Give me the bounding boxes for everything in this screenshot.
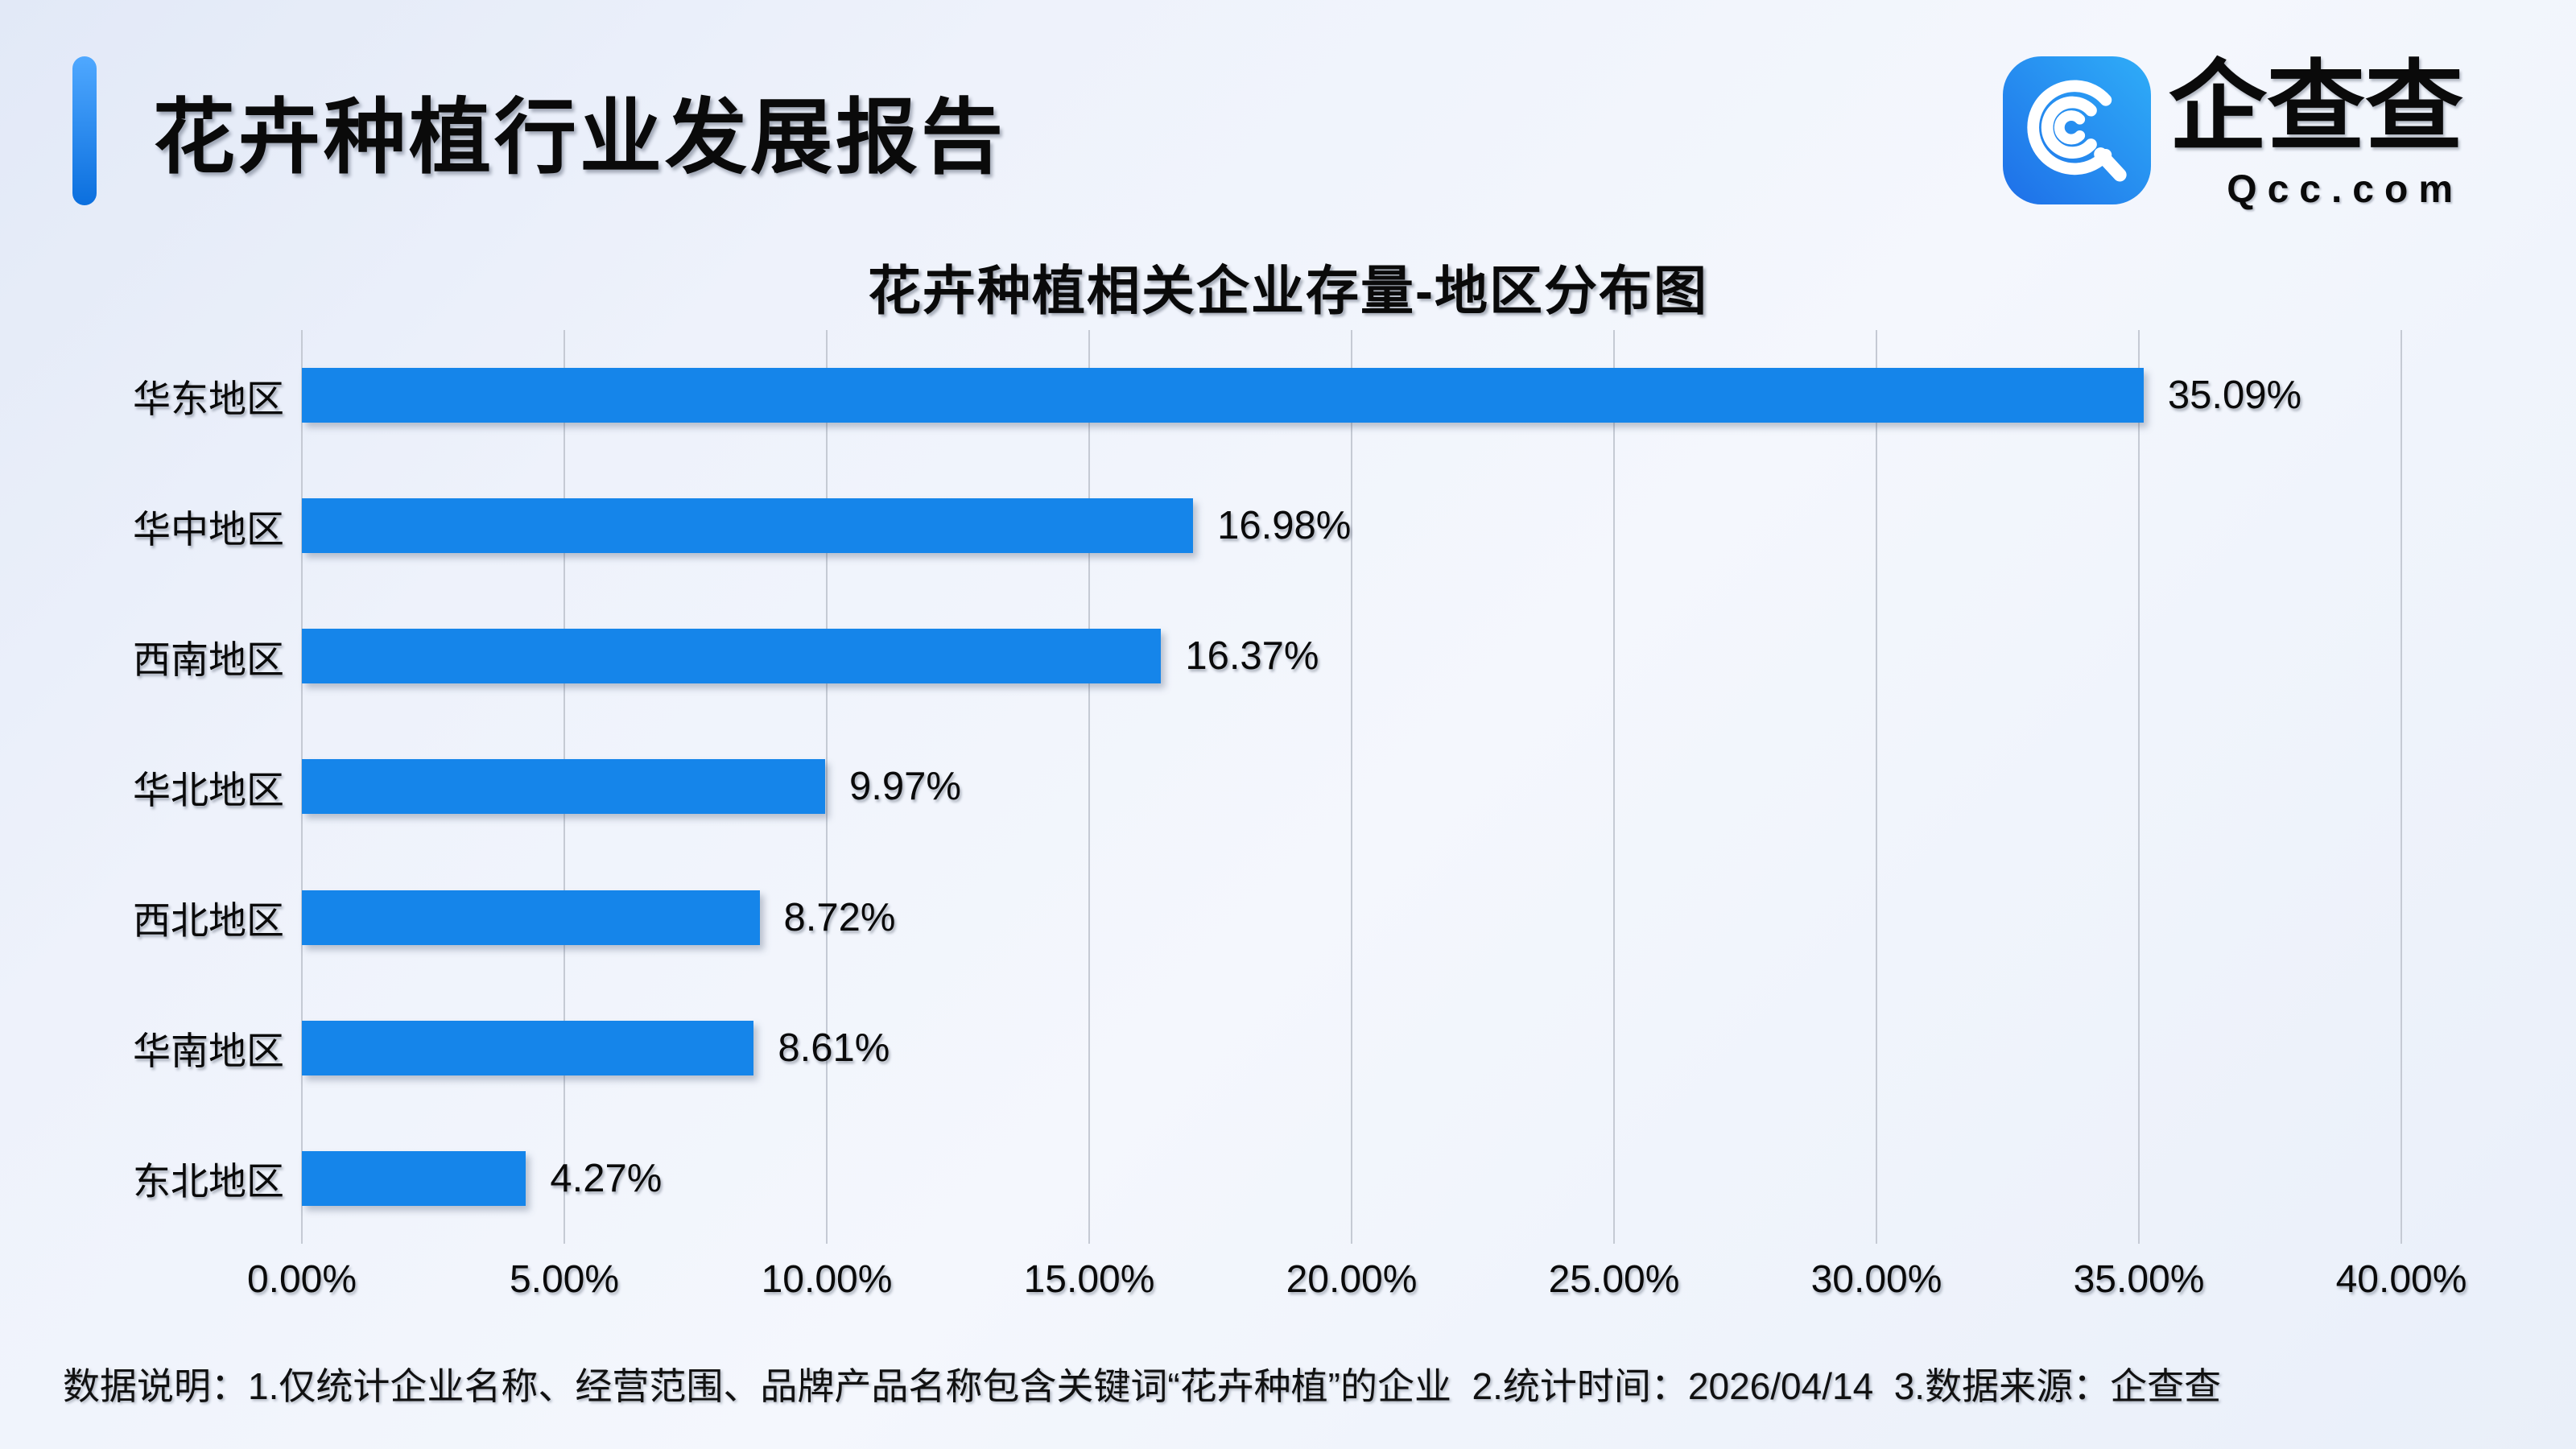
header: 花卉种植行业发展报告 xyxy=(72,56,1006,205)
x-tick-label: 20.00% xyxy=(1286,1258,1418,1301)
x-axis: 0.00% 5.00% 10.00% 15.00% 20.00% 25.00% 30.00%… xyxy=(247,1257,2467,1314)
page-title: 花卉种植行业发展报告 xyxy=(153,92,1006,184)
category-label: 华中地区 xyxy=(133,507,284,551)
bar-row: 9.97% xyxy=(302,721,2401,852)
value-label: 35.09% xyxy=(2167,374,2302,418)
value-label: 16.37% xyxy=(1185,634,1319,679)
bar-row: 35.09% xyxy=(302,330,2401,460)
x-tick-label: 10.00% xyxy=(761,1258,893,1301)
value-label: 8.61% xyxy=(778,1026,890,1070)
gridline xyxy=(1088,330,1090,1244)
category-label: 西北地区 xyxy=(133,899,284,943)
bar-row: 16.98% xyxy=(302,460,2401,591)
bar xyxy=(302,890,760,945)
gridline xyxy=(1351,330,1352,1244)
category-label: 华南地区 xyxy=(133,1030,284,1073)
bar-row: 4.27% xyxy=(302,1113,2401,1244)
value-label: 9.97% xyxy=(849,765,961,809)
bar xyxy=(302,368,2144,423)
x-tick-label: 15.00% xyxy=(1023,1258,1155,1301)
bar-chart: 华东地区华中地区西南地区华北地区西北地区华南地区东北地区 35.09% 16.98… xyxy=(97,330,2402,1244)
gridline xyxy=(2401,330,2402,1244)
category-label: 东北地区 xyxy=(133,1160,284,1203)
gridline xyxy=(1613,330,1615,1244)
gridline xyxy=(2138,330,2140,1244)
qcc-logo: 企查查 Qcc.com xyxy=(2003,50,2463,212)
category-labels: 华东地区华中地区西南地区华北地区西北地区华南地区东北地区 xyxy=(97,330,302,1244)
x-tick-label: 40.00% xyxy=(2335,1258,2467,1301)
bar-row: 16.37% xyxy=(302,591,2401,721)
title-accent-bar xyxy=(72,56,97,205)
footer-note: 数据说明：1.仅统计企业名称、经营范围、品牌产品名称包含关键词“花卉种植”的企业… xyxy=(63,1365,2222,1407)
value-label: 4.27% xyxy=(550,1156,663,1200)
category-label: 华北地区 xyxy=(133,768,284,811)
bar xyxy=(302,498,1194,554)
x-tick-label: 0.00% xyxy=(246,1258,357,1301)
bar-row: 8.72% xyxy=(302,852,2401,983)
category-label: 华东地区 xyxy=(133,377,284,420)
brand-name-en: Qcc.com xyxy=(2227,167,2463,211)
chart-title: 花卉种植相关企业存量-地区分布图 xyxy=(868,261,1708,320)
gridline xyxy=(1876,330,1877,1244)
plot-area: 35.09% 16.98% 16.37% 9.97% 8.72% 8.61% 4.27% xyxy=(301,330,2402,1244)
bar xyxy=(302,1020,754,1075)
x-tick-label: 5.00% xyxy=(509,1258,620,1301)
bar xyxy=(302,629,1162,684)
qcc-magnifier-icon xyxy=(2003,56,2151,204)
value-label: 16.98% xyxy=(1217,504,1352,548)
value-label: 8.72% xyxy=(783,895,896,939)
x-tick-label: 25.00% xyxy=(1548,1258,1680,1301)
bar-row: 8.61% xyxy=(302,983,2401,1113)
logo-text: 企查查 Qcc.com xyxy=(2169,50,2463,212)
bar xyxy=(302,1150,526,1206)
gridline xyxy=(826,330,828,1244)
category-label: 西南地区 xyxy=(133,638,284,681)
bar-rows: 35.09% 16.98% 16.37% 9.97% 8.72% 8.61% 4.27% xyxy=(302,330,2401,1244)
x-tick-label: 35.00% xyxy=(2073,1258,2205,1301)
x-tick-label: 30.00% xyxy=(1810,1258,1942,1301)
bar xyxy=(302,759,826,815)
brand-name-cn: 企查查 xyxy=(2169,52,2463,162)
